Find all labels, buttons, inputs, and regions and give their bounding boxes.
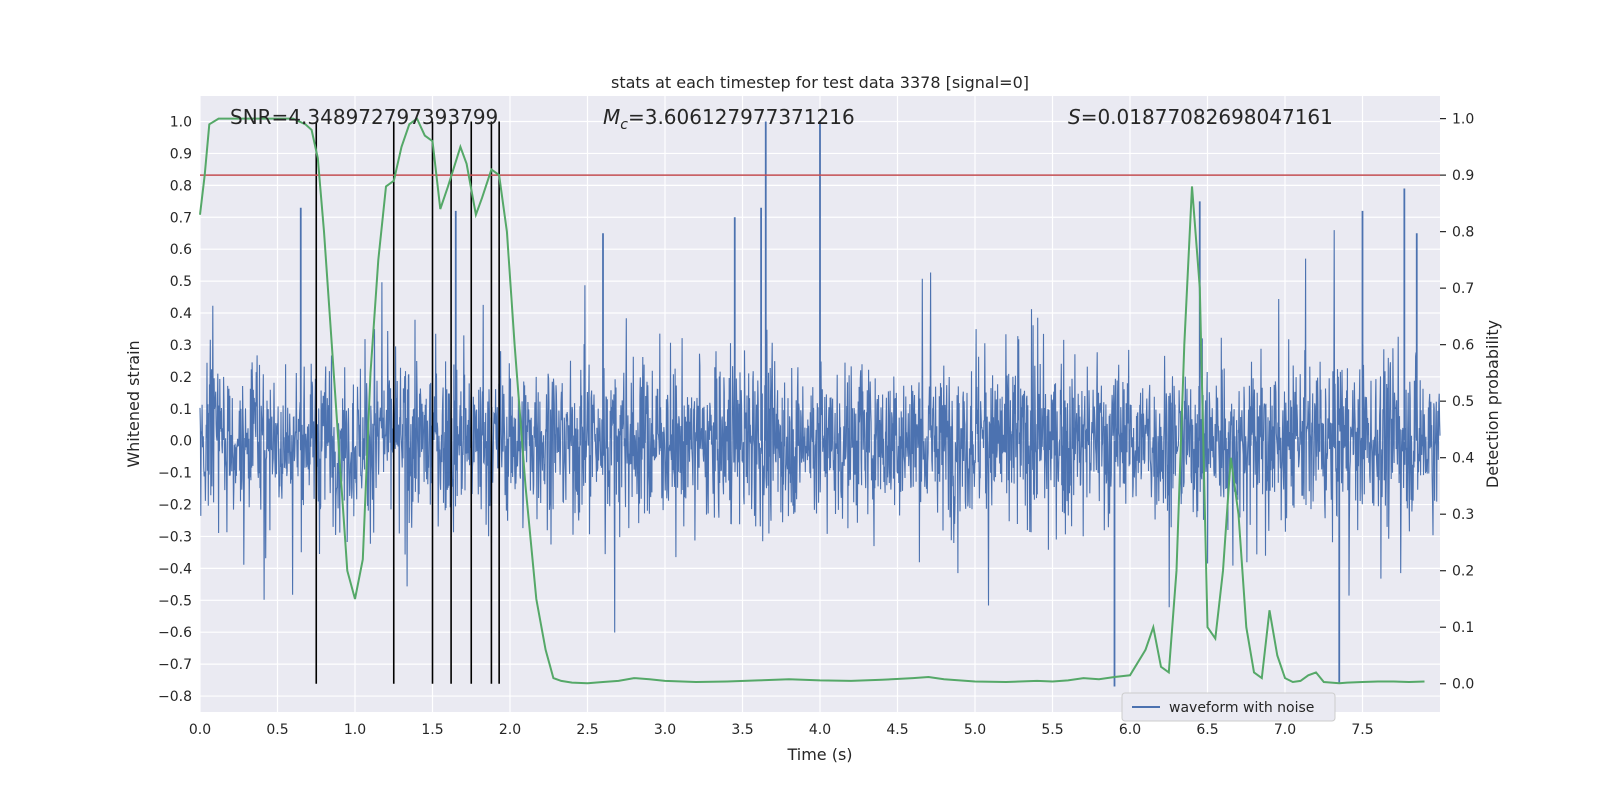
y-right-axis-label: Detection probability xyxy=(1483,320,1502,488)
y-tick-label-18: 1.0 xyxy=(170,115,192,131)
x-tick-label-10: 5.0 xyxy=(964,722,986,738)
y-tick-label-9: 0.1 xyxy=(170,402,192,418)
waveform-trace xyxy=(199,230,1441,633)
x-tick-label-3: 1.5 xyxy=(421,722,443,738)
x-tick-label-13: 6.5 xyxy=(1196,722,1218,738)
x-tick-label-2: 1.0 xyxy=(344,722,366,738)
legend-box xyxy=(1121,692,1336,722)
x-tick-label-11: 5.5 xyxy=(1041,722,1063,738)
s-value: =0.01877082698047161 xyxy=(1081,105,1333,129)
y-tick-label-0: −0.8 xyxy=(158,689,192,705)
x-tick-label-15: 7.5 xyxy=(1351,722,1373,738)
y-tick-label-3: −0.5 xyxy=(158,593,192,609)
y-right-tick-label-8: 0.8 xyxy=(1452,225,1474,241)
x-tick-label-1: 0.5 xyxy=(266,722,288,738)
x-tick-label-7: 3.5 xyxy=(731,722,753,738)
y-tick-label-10: 0.2 xyxy=(170,370,192,386)
x-axis-label: Time (s) xyxy=(786,745,852,764)
legend-entry-waveform: waveform with noise xyxy=(1169,700,1314,716)
y-tick-label-6: −0.2 xyxy=(158,498,192,514)
y-right-tick-label-3: 0.3 xyxy=(1452,507,1474,523)
x-tick-label-12: 6.0 xyxy=(1119,722,1141,738)
mc-annotation: Mc=3.606127977371216 xyxy=(603,105,855,133)
y-right-tick-label-1: 0.1 xyxy=(1452,620,1474,636)
y-tick-label-7: −0.1 xyxy=(158,466,192,482)
y-tick-label-1: −0.7 xyxy=(158,657,192,673)
y-tick-label-5: −0.3 xyxy=(158,529,192,545)
mc-symbol: M xyxy=(603,105,620,129)
x-tick-label-4: 2.0 xyxy=(499,722,521,738)
mc-value: =3.606127977371216 xyxy=(628,105,855,129)
x-tick-label-9: 4.5 xyxy=(886,722,908,738)
y-tick-label-12: 0.4 xyxy=(170,306,192,322)
y-tick-label-2: −0.6 xyxy=(158,625,192,641)
detection-probability-line xyxy=(199,117,1425,685)
y-tick-label-4: −0.4 xyxy=(158,561,192,577)
x-tick-labels: 0.0 0.5 1.0 1.5 2.0 2.5 3.0 3.5 4.0 4.5 5.0 5.5 6.0 6… xyxy=(189,722,1374,738)
x-tick-label-0: 0.0 xyxy=(189,722,211,738)
chart-title: stats at each timestep for test data 337… xyxy=(611,73,1029,92)
y-tick-label-17: 0.9 xyxy=(170,146,192,162)
y-right-tick-label-10: 1.0 xyxy=(1452,112,1474,128)
s-annotation: S=0.01877082698047161 xyxy=(1068,105,1333,129)
y-right-tick-label-5: 0.5 xyxy=(1452,394,1474,410)
mc-subscript: c xyxy=(620,117,628,133)
y-tick-label-13: 0.5 xyxy=(170,274,192,290)
y-right-tick-labels: 0.0 0.1 0.2 0.3 0.4 0.5 0.6 0.7 0.8 0.9 1.0 xyxy=(1440,112,1474,693)
x-tick-label-5: 2.5 xyxy=(576,722,598,738)
y-right-tick-label-6: 0.6 xyxy=(1452,338,1474,354)
y-axis-label: Whitened strain xyxy=(124,340,143,467)
legend: waveform with noise xyxy=(1121,692,1336,722)
y-right-tick-label-9: 0.9 xyxy=(1452,168,1474,184)
y-right-tick-label-4: 0.4 xyxy=(1452,451,1474,467)
y-tick-label-16: 0.8 xyxy=(170,178,192,194)
s-symbol: S xyxy=(1068,105,1081,129)
y-tick-label-15: 0.7 xyxy=(170,210,192,226)
snr-annotation: SNR=4.348972797393799 xyxy=(230,105,498,129)
y-right-tick-label-7: 0.7 xyxy=(1452,281,1474,297)
y-tick-label-8: 0.0 xyxy=(170,434,192,450)
y-tick-labels: −0.8 −0.7 −0.6 −0.5 −0.4 −0.3 −0.2 −0.1 0.0 0.1 0.… xyxy=(158,115,192,706)
x-tick-label-14: 7.0 xyxy=(1274,722,1296,738)
y-tick-label-14: 0.6 xyxy=(170,242,192,258)
x-tick-label-6: 3.0 xyxy=(654,722,676,738)
y-right-tick-label-2: 0.2 xyxy=(1452,564,1474,580)
y-right-tick-label-0: 0.0 xyxy=(1452,677,1474,693)
x-tick-label-8: 4.0 xyxy=(809,722,831,738)
marker-vlines xyxy=(315,121,500,684)
y-tick-label-11: 0.3 xyxy=(170,338,192,354)
